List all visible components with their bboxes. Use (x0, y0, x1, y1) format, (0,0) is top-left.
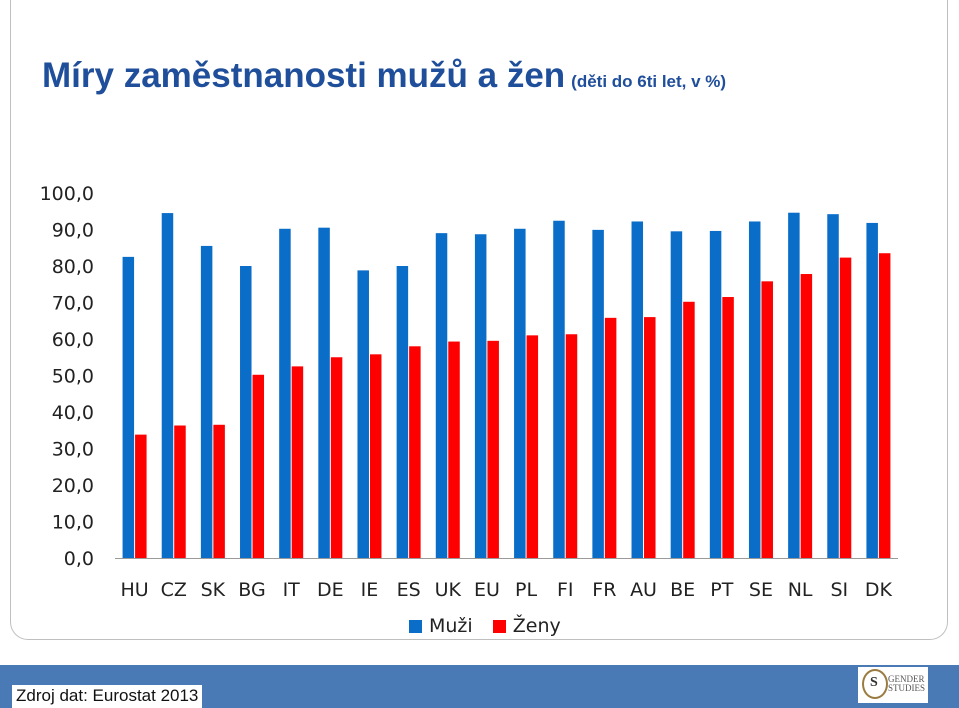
slide-frame (10, 0, 948, 640)
bar-men-uk (435, 233, 448, 558)
x-tick-label: CZ (161, 579, 187, 601)
bar-men-es (396, 266, 409, 558)
legend-label-men: Muži (429, 615, 473, 637)
x-tick-label: PT (710, 579, 733, 601)
bar-men-nl (788, 212, 800, 558)
bar-men-cz (161, 213, 174, 558)
bar-women-au (644, 317, 656, 558)
bar-women-cz (174, 425, 186, 558)
bar-men-au (631, 221, 644, 558)
legend-label-women: Ženy (512, 615, 561, 637)
bar-men-eu (474, 234, 487, 558)
legend-item-women: Ženy (492, 615, 561, 637)
bar-women-bg (252, 374, 265, 558)
bar-men-si (827, 214, 839, 559)
logo-ring-icon (862, 669, 888, 699)
logo-mark: S (870, 675, 878, 690)
x-tick-label: DE (317, 579, 344, 601)
x-tick-label: FI (557, 579, 574, 601)
x-tick-label: ES (397, 579, 421, 601)
bar-women-es (409, 346, 421, 558)
source-note: Zdroj dat: Eurostat 2013 (12, 685, 203, 708)
y-tick-label: 60,0 (52, 329, 94, 351)
x-tick-label: FR (592, 579, 616, 601)
bar-men-pl (514, 228, 526, 558)
bar-women-it (291, 366, 304, 558)
bar-men-de (318, 227, 330, 559)
logo-text: GENDER STUDIES (888, 675, 925, 693)
y-tick-label: 30,0 (52, 439, 94, 461)
bar-women-si (839, 257, 852, 558)
y-tick-label: 20,0 (52, 475, 94, 497)
bar-men-fr (592, 229, 604, 559)
x-tick-label: IE (361, 579, 379, 601)
bar-men-sk (200, 245, 213, 559)
y-tick-label: 10,0 (52, 512, 94, 534)
x-tick-label: IT (283, 579, 301, 601)
bar-women-fr (604, 317, 617, 558)
y-tick-label: 50,0 (52, 366, 94, 388)
y-tick-label: 100,0 (40, 183, 94, 205)
bar-women-nl (800, 274, 813, 558)
y-tick-label: 40,0 (52, 402, 94, 424)
bar-women-eu (487, 340, 499, 558)
bar-women-pt (722, 297, 734, 558)
bar-women-uk (448, 341, 460, 558)
x-tick-label: PL (515, 579, 537, 601)
x-tick-label: EU (474, 579, 500, 601)
bar-men-be (670, 231, 683, 558)
bars-group (122, 212, 891, 559)
bar-women-hu (135, 434, 147, 558)
gender-studies-logo: S GENDER STUDIES (858, 667, 928, 703)
bar-women-be (683, 301, 695, 558)
bar-men-se (748, 221, 761, 558)
bar-women-sk (213, 424, 225, 558)
x-tick-label: SE (749, 579, 773, 601)
bar-women-pl (526, 335, 539, 558)
bar-men-dk (866, 222, 878, 558)
x-tick-label: AU (630, 579, 657, 601)
bar-men-fi (553, 220, 565, 559)
bar-women-dk (878, 253, 891, 558)
bar-men-pt (709, 230, 722, 558)
x-tick-label: SK (201, 579, 226, 601)
y-tick-label: 90,0 (52, 220, 94, 242)
y-axis: 0,0 10,0 20,0 30,0 40,0 50,0 60,0 70,0 80,0 90,0 1… (40, 183, 94, 570)
x-tick-label: NL (788, 579, 813, 601)
x-tick-label: SI (830, 579, 848, 601)
bar-men-ie (357, 270, 369, 558)
bar-women-se (761, 281, 773, 558)
slide-title: Míry zaměstnanosti mužů a žen (děti do 6t… (42, 56, 726, 96)
bar-men-it (279, 228, 291, 558)
x-tick-label: BE (670, 579, 695, 601)
legend-swatch-women (492, 619, 506, 633)
y-tick-label: 70,0 (52, 293, 94, 315)
footer-bar: Zdroj dat: Eurostat 2013 (0, 665, 959, 708)
logo-text-line1: GENDER (888, 674, 925, 684)
x-axis: HU CZ SK BG IT DE IE ES UK EU PL FI FR AU BE PT SE NL SI DK (115, 558, 898, 601)
x-tick-label: UK (435, 579, 462, 601)
title-main: Míry zaměstnanosti mužů a žen (42, 56, 566, 95)
x-tick-label: DK (865, 579, 893, 601)
bar-women-ie (369, 354, 382, 558)
bar-women-fi (565, 334, 578, 558)
legend-swatch-men (409, 619, 422, 633)
x-tick-label: BG (238, 579, 265, 601)
y-tick-label: 0,0 (64, 548, 94, 570)
x-tick-label: HU (120, 579, 148, 601)
legend-item-men: Muži (409, 615, 473, 637)
bar-men-hu (122, 256, 135, 558)
logo-text-line2: STUDIES (888, 683, 926, 693)
bar-men-bg (240, 266, 252, 558)
bar-women-de (330, 357, 343, 558)
title-subtitle: (děti do 6ti let, v %) (571, 72, 727, 91)
legend: Muži Ženy (409, 615, 575, 638)
y-tick-label: 80,0 (52, 256, 94, 278)
